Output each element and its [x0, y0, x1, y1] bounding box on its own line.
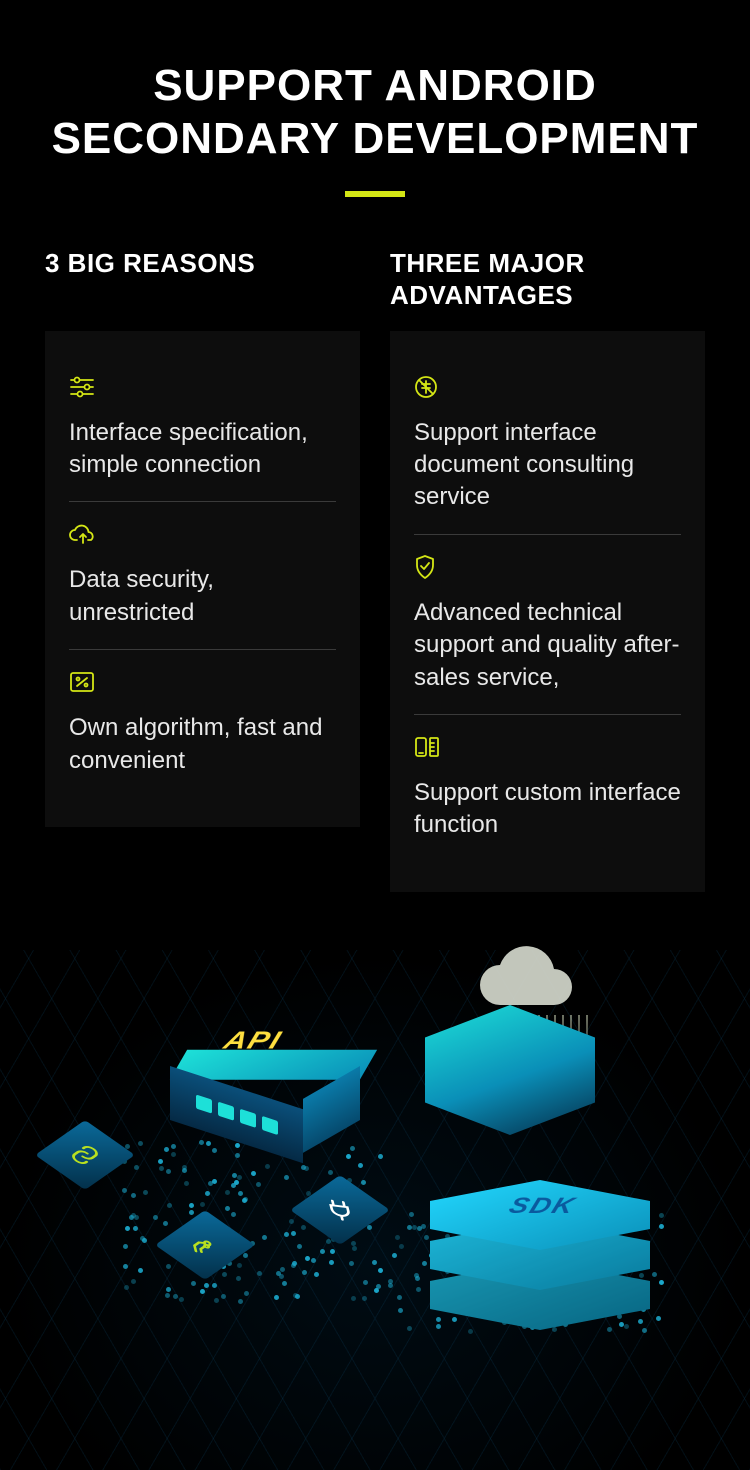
reasons-heading: 3 BIG REASONS: [45, 247, 360, 319]
page-title-line2: SECONDARY DEVELOPMENT: [0, 113, 750, 166]
api-server-block: API: [170, 1030, 360, 1120]
reason-item: Data security, unrestricted: [69, 502, 336, 650]
isometric-illustration: API SDK: [0, 950, 750, 1470]
percent-box-icon: [69, 668, 336, 696]
reasons-column: 3 BIG REASONS Interface specification, s…: [45, 247, 360, 892]
advantage-item: Support interface document consulting se…: [414, 355, 681, 535]
phone-ruler-icon: [414, 733, 681, 761]
api-label: API: [220, 1027, 286, 1055]
sdk-label: SDK: [506, 1194, 580, 1219]
shield-check-icon: [414, 553, 681, 581]
feature-columns: 3 BIG REASONS Interface specification, s…: [0, 197, 750, 892]
reason-item: Interface specification, simple connecti…: [69, 355, 336, 503]
sliders-icon: [69, 373, 336, 401]
advantages-card: Support interface document consulting se…: [390, 331, 705, 892]
reason-text: Own algorithm, fast and convenient: [69, 712, 336, 777]
no-coin-icon: [414, 373, 681, 401]
circuit-plate-icon: [155, 1210, 255, 1280]
advantage-item: Advanced technical support and quality a…: [414, 535, 681, 715]
reason-text: Data security, unrestricted: [69, 564, 336, 629]
reason-text: Interface specification, simple connecti…: [69, 417, 336, 482]
reason-item: Own algorithm, fast and convenient: [69, 650, 336, 797]
advantage-text: Support custom interface function: [414, 777, 681, 842]
advantage-item: Support custom interface function: [414, 715, 681, 862]
advantages-column: THREE MAJOR ADVANTAGES Support interface…: [390, 247, 705, 892]
advantage-text: Advanced technical support and quality a…: [414, 597, 681, 694]
header: SUPPORT ANDROID SECONDARY DEVELOPMENT: [0, 0, 750, 197]
page-title-line1: SUPPORT ANDROID: [0, 60, 750, 113]
reasons-card: Interface specification, simple connecti…: [45, 331, 360, 827]
sdk-stack: SDK: [430, 1180, 650, 1350]
iso-scene: API SDK: [0, 950, 750, 1470]
advantages-heading: THREE MAJOR ADVANTAGES: [390, 247, 705, 319]
link-plate-icon: [35, 1120, 135, 1190]
cloud-up-icon: [69, 520, 336, 548]
advantage-text: Support interface document consulting se…: [414, 417, 681, 514]
plug-plate-icon: [290, 1175, 390, 1245]
phone-block: [425, 1005, 595, 1135]
